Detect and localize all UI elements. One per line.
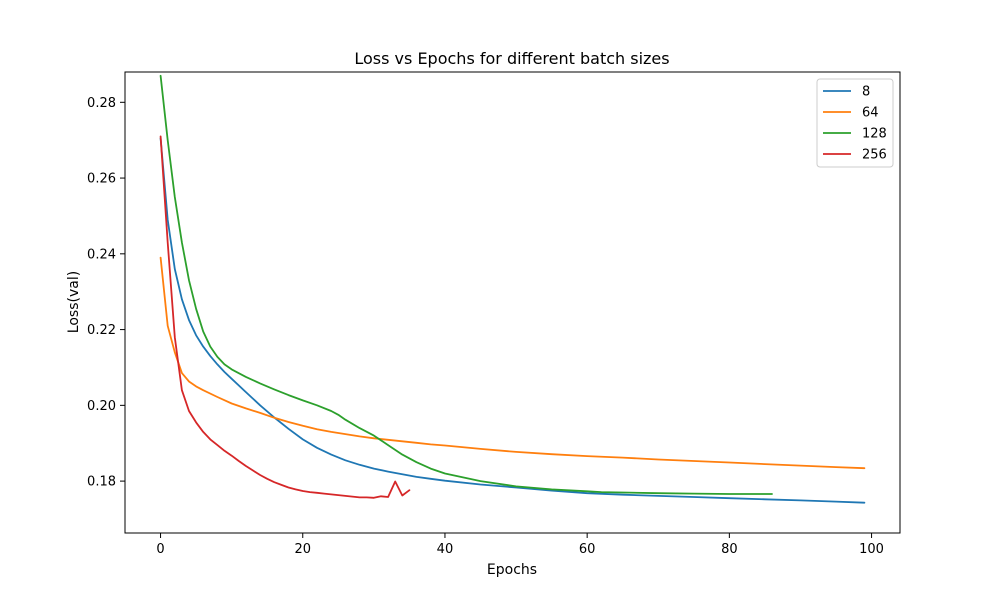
legend-label-256: 256 <box>862 148 887 163</box>
legend-frame <box>816 78 894 168</box>
x-tick-label: 100 <box>859 542 884 557</box>
x-axis-label: Epochs <box>487 562 537 578</box>
legend-label-128: 128 <box>862 127 887 142</box>
series-line-128 <box>159 74 773 495</box>
x-tick-label: 40 <box>437 542 454 557</box>
y-tick-label: 0.18 <box>87 475 116 490</box>
legend-label-8: 8 <box>862 85 870 100</box>
chart-title: Loss vs Epochs for different batch sizes <box>354 49 669 68</box>
y-axis-ticks: 0.18 0.20 0.22 0.24 0.26 0.28 <box>87 96 125 490</box>
series-line-8 <box>159 137 866 504</box>
x-tick-label: 80 <box>721 542 738 557</box>
legend-label-64: 64 <box>862 106 879 121</box>
series-line-64 <box>159 256 866 470</box>
y-tick-label: 0.20 <box>87 399 116 414</box>
plot-frame <box>124 71 901 534</box>
y-tick-label: 0.26 <box>87 172 116 187</box>
legend: 8 64 128 256 <box>816 78 894 168</box>
series-line-256 <box>159 135 411 499</box>
y-tick-label: 0.22 <box>87 323 116 338</box>
plot-area <box>125 72 900 533</box>
y-tick-label: 0.28 <box>87 96 116 111</box>
y-axis-label: Loss(val) <box>66 271 82 333</box>
x-tick-label: 60 <box>579 542 596 557</box>
series-layer <box>159 74 866 504</box>
x-tick-label: 0 <box>156 542 164 557</box>
x-tick-label: 20 <box>294 542 311 557</box>
x-axis-ticks: 0 20 40 60 80 100 <box>156 533 884 557</box>
y-tick-label: 0.24 <box>87 247 116 262</box>
